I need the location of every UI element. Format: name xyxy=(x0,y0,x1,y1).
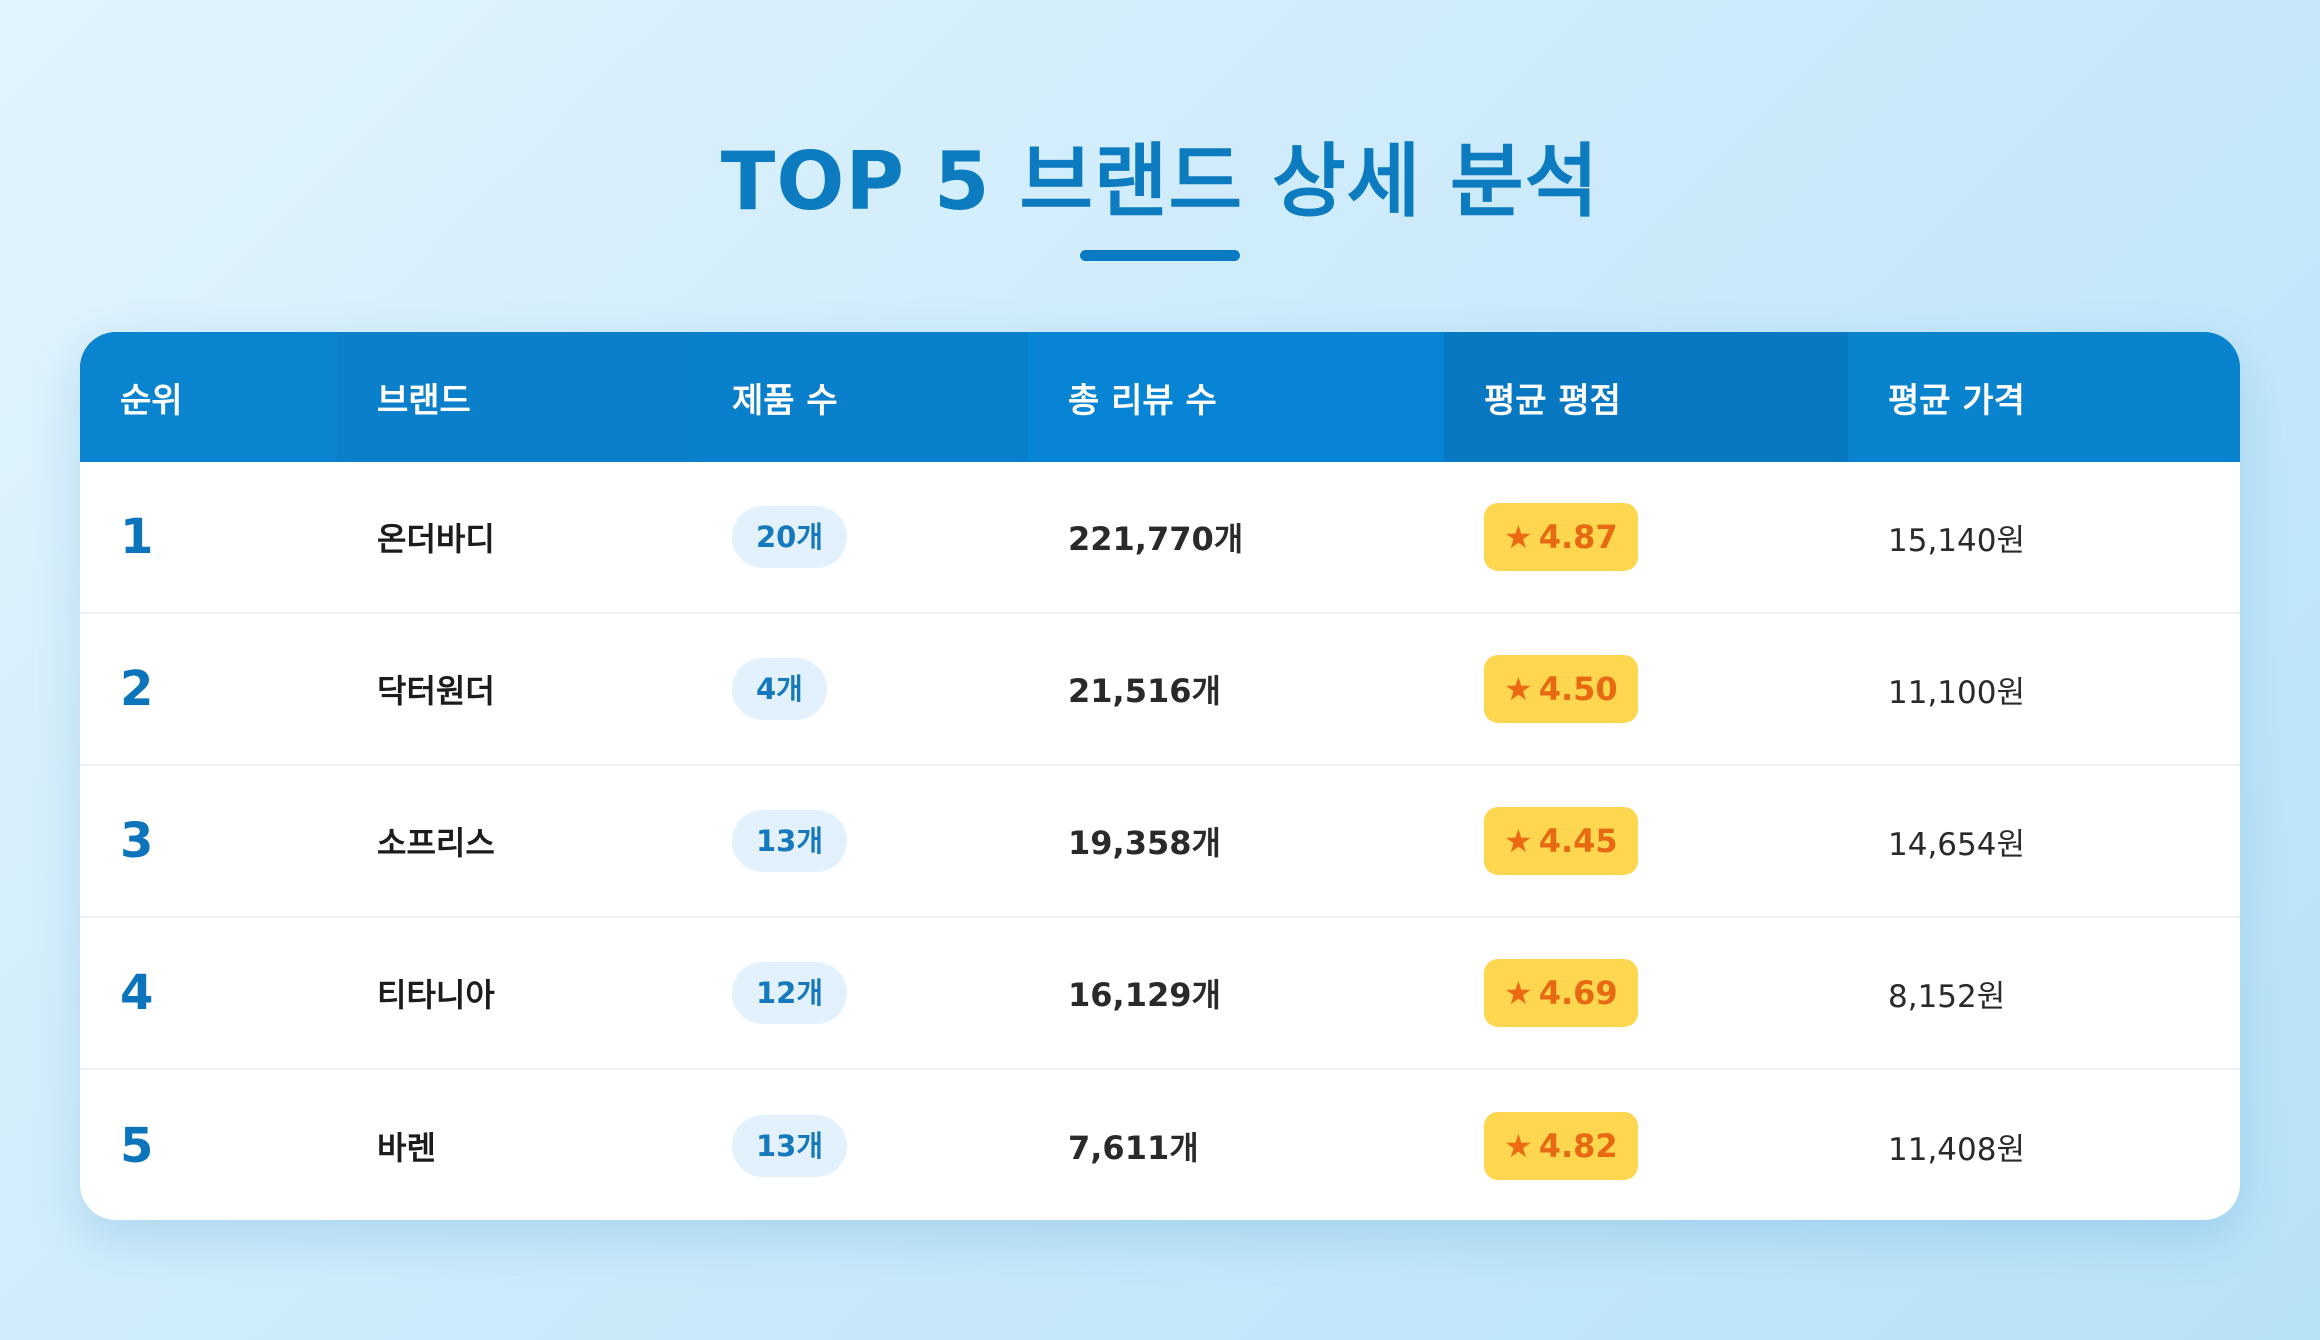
product-count-badge: 13개 xyxy=(732,1115,848,1177)
header-reviews: 총 리뷰 수 xyxy=(1028,332,1444,462)
rank-number: 3 xyxy=(120,813,154,869)
product-count-badge: 12개 xyxy=(732,962,848,1024)
page-title: TOP 5 브랜드 상세 분석 xyxy=(720,135,1600,228)
products-cell: 13개 xyxy=(692,1070,1028,1220)
reviews-cell: 221,770개 xyxy=(1028,462,1444,612)
header-products: 제품 수 xyxy=(692,332,1028,462)
rating-cell: ★ 4.45 xyxy=(1444,766,1848,916)
rating-value: 4.87 xyxy=(1538,518,1618,556)
star-icon: ★ xyxy=(1504,1127,1533,1165)
average-price: 8,152원 xyxy=(1888,978,2006,1015)
average-price: 11,408원 xyxy=(1888,1131,2025,1168)
rank-cell: 3 xyxy=(80,766,337,916)
table-row: 2 닥터원더 4개 21,516개 ★ 4.50 11,100원 xyxy=(80,614,2240,766)
table-row: 3 소프리스 13개 19,358개 ★ 4.45 14,654원 xyxy=(80,766,2240,918)
review-count: 21,516개 xyxy=(1068,672,1221,710)
table-row: 5 바렌 13개 7,611개 ★ 4.82 11,408원 xyxy=(80,1070,2240,1220)
product-count-badge: 13개 xyxy=(732,810,848,872)
star-icon: ★ xyxy=(1504,974,1533,1012)
price-cell: 14,654원 xyxy=(1848,766,2240,916)
header-price: 평균 가격 xyxy=(1848,332,2240,462)
table-header: 순위 브랜드 제품 수 총 리뷰 수 평균 평점 평균 가격 xyxy=(80,332,2240,462)
reviews-cell: 7,611개 xyxy=(1028,1070,1444,1220)
review-count: 19,358개 xyxy=(1068,824,1221,862)
rank-cell: 1 xyxy=(80,462,337,612)
average-price: 15,140원 xyxy=(1888,522,2025,559)
products-cell: 4개 xyxy=(692,614,1028,764)
header-rank: 순위 xyxy=(80,332,337,462)
star-icon: ★ xyxy=(1504,670,1533,708)
review-count: 16,129개 xyxy=(1068,976,1221,1014)
rank-number: 1 xyxy=(120,509,154,565)
rating-value: 4.82 xyxy=(1538,1127,1618,1165)
rank-number: 4 xyxy=(120,965,154,1021)
brand-cell: 소프리스 xyxy=(337,766,692,916)
products-cell: 12개 xyxy=(692,918,1028,1068)
average-price: 11,100원 xyxy=(1888,674,2025,711)
rating-cell: ★ 4.50 xyxy=(1444,614,1848,764)
review-count: 221,770개 xyxy=(1068,520,1244,558)
title-underline xyxy=(1080,250,1240,261)
brand-name: 온더바디 xyxy=(377,520,495,558)
review-count: 7,611개 xyxy=(1068,1129,1199,1167)
brand-table-card: 순위 브랜드 제품 수 총 리뷰 수 평균 평점 평균 가격 1 온더바디 20… xyxy=(80,332,2240,1220)
rating-value: 4.69 xyxy=(1538,974,1618,1012)
table-row: 4 티타니아 12개 16,129개 ★ 4.69 8,152원 xyxy=(80,918,2240,1070)
rank-cell: 4 xyxy=(80,918,337,1068)
title-wrap: TOP 5 브랜드 상세 분석 xyxy=(0,132,2320,232)
brand-cell: 티타니아 xyxy=(337,918,692,1068)
brand-cell: 닥터원더 xyxy=(337,614,692,764)
rating-cell: ★ 4.69 xyxy=(1444,918,1848,1068)
price-cell: 8,152원 xyxy=(1848,918,2240,1068)
table-body: 1 온더바디 20개 221,770개 ★ 4.87 15,140원 2 닥터원더… xyxy=(80,462,2240,1220)
rating-cell: ★ 4.87 xyxy=(1444,462,1848,612)
brand-cell: 온더바디 xyxy=(337,462,692,612)
rating-badge: ★ 4.87 xyxy=(1484,503,1638,571)
brand-name: 소프리스 xyxy=(377,824,495,862)
header-brand: 브랜드 xyxy=(337,332,692,462)
table-row: 1 온더바디 20개 221,770개 ★ 4.87 15,140원 xyxy=(80,462,2240,614)
price-cell: 15,140원 xyxy=(1848,462,2240,612)
price-cell: 11,100원 xyxy=(1848,614,2240,764)
rating-cell: ★ 4.82 xyxy=(1444,1070,1848,1220)
product-count-badge: 20개 xyxy=(732,506,848,568)
star-icon: ★ xyxy=(1504,822,1533,860)
products-cell: 20개 xyxy=(692,462,1028,612)
reviews-cell: 16,129개 xyxy=(1028,918,1444,1068)
average-price: 14,654원 xyxy=(1888,826,2025,863)
star-icon: ★ xyxy=(1504,518,1533,556)
reviews-cell: 21,516개 xyxy=(1028,614,1444,764)
header-rating: 평균 평점 xyxy=(1444,332,1848,462)
rank-number: 2 xyxy=(120,661,154,717)
brand-name: 티타니아 xyxy=(377,976,495,1014)
rating-badge: ★ 4.45 xyxy=(1484,807,1638,875)
price-cell: 11,408원 xyxy=(1848,1070,2240,1220)
rating-badge: ★ 4.50 xyxy=(1484,655,1638,723)
rank-number: 5 xyxy=(120,1118,154,1174)
brand-name: 닥터원더 xyxy=(377,672,495,710)
brand-cell: 바렌 xyxy=(337,1070,692,1220)
reviews-cell: 19,358개 xyxy=(1028,766,1444,916)
rating-value: 4.45 xyxy=(1538,822,1618,860)
rating-value: 4.50 xyxy=(1538,670,1618,708)
rank-cell: 2 xyxy=(80,614,337,764)
brand-name: 바렌 xyxy=(377,1129,436,1167)
rank-cell: 5 xyxy=(80,1070,337,1220)
product-count-badge: 4개 xyxy=(732,658,827,720)
rating-badge: ★ 4.82 xyxy=(1484,1112,1638,1180)
rating-badge: ★ 4.69 xyxy=(1484,959,1638,1027)
products-cell: 13개 xyxy=(692,766,1028,916)
